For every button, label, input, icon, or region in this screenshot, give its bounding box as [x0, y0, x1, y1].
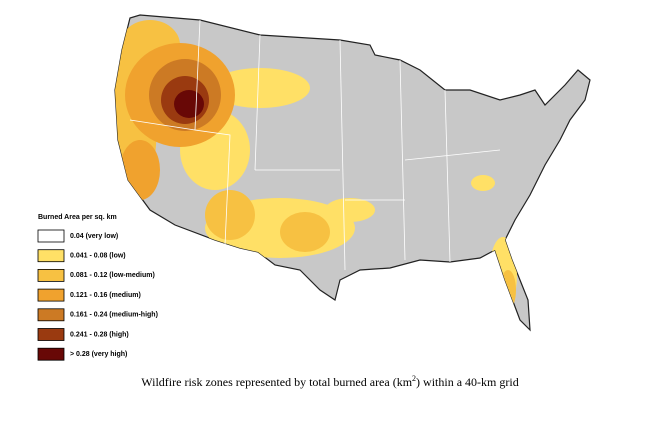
risk-zone: [174, 90, 204, 118]
legend-label: 0.161 - 0.24 (medium-high): [70, 312, 158, 319]
legend-swatch: [37, 308, 65, 322]
caption-text: Wildfire risk zones represented by total…: [141, 375, 412, 389]
legend-swatch: [37, 249, 65, 263]
legend-swatch: [37, 347, 65, 361]
legend-label: 0.121 - 0.16 (medium): [70, 292, 141, 299]
risk-zone: [325, 198, 375, 222]
state-borders: [129, 19, 501, 271]
legend-swatch: [37, 288, 65, 302]
risk-zone: [120, 140, 160, 200]
legend-title: Burned Area per sq. km: [38, 214, 117, 221]
risk-zone: [471, 175, 495, 191]
risk-zone: [210, 68, 310, 108]
legend-label: > 0.28 (very high): [70, 351, 127, 358]
risk-zone: [280, 212, 330, 252]
risk-zone: [205, 190, 255, 240]
legend-label: 0.041 - 0.08 (low): [70, 253, 126, 260]
legend-swatch: [37, 328, 65, 341]
legend-label: 0.241 - 0.28 (high): [70, 331, 129, 338]
legend-label: 0.081 - 0.12 (low-medium): [70, 272, 155, 279]
legend-label: 0.04 (very low): [70, 233, 118, 240]
legend: Burned Area per sq. km 0.04 (very low) 0.…: [37, 214, 158, 361]
legend-swatch: [37, 268, 65, 282]
caption-superscript: 2: [412, 374, 416, 383]
caption: Wildfire risk zones represented by total…: [141, 374, 518, 389]
legend-swatch: [37, 229, 65, 243]
risk-zones: [115, 20, 517, 313]
caption-text-end: ) within a 40-km grid: [416, 375, 519, 389]
